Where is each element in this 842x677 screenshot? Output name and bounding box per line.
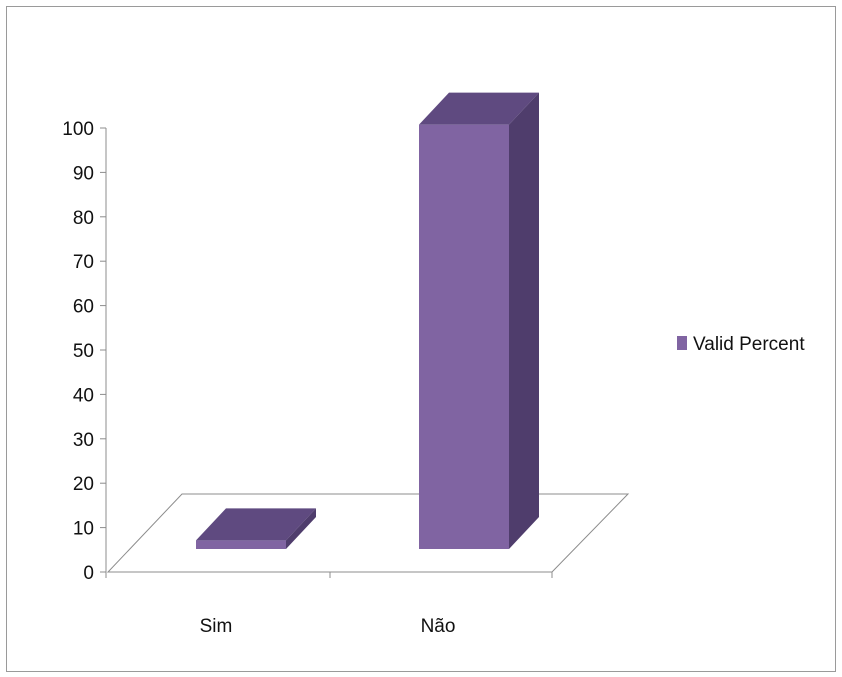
legend: Valid Percent: [677, 334, 805, 355]
legend-swatch: [677, 336, 687, 350]
legend-label: Valid Percent: [693, 334, 805, 355]
y-axis: 0 10 20 30 40 50 60 70 80 90 100: [62, 119, 107, 584]
bar-front-face: [196, 540, 286, 549]
y-tick-label: 40: [73, 385, 94, 406]
y-tick-label: 50: [73, 341, 94, 362]
chart-floor: [106, 493, 630, 573]
y-tick-label: 70: [73, 252, 94, 273]
bar-não: [419, 92, 539, 549]
x-axis: Sim Não: [105, 572, 553, 637]
y-tick-label: 0: [83, 563, 94, 584]
y-tick-label: 80: [73, 208, 94, 229]
bar-front-face: [419, 124, 509, 549]
y-tick-label: 90: [73, 163, 94, 184]
bars: [196, 92, 539, 549]
x-category-label: Sim: [200, 616, 233, 637]
y-tick-label: 20: [73, 474, 94, 495]
bar-side-face: [509, 92, 539, 549]
bar-sim: [196, 508, 316, 549]
bar-top-face: [196, 508, 316, 541]
x-category-label: Não: [421, 616, 456, 637]
y-tick-label: 100: [62, 119, 94, 140]
y-tick-label: 60: [73, 297, 94, 318]
floor-plane: [106, 493, 630, 573]
bar-side-face: [286, 508, 316, 549]
y-tick-label: 10: [73, 519, 94, 540]
y-tick-label: 30: [73, 430, 94, 451]
bar-top-face: [419, 92, 539, 125]
